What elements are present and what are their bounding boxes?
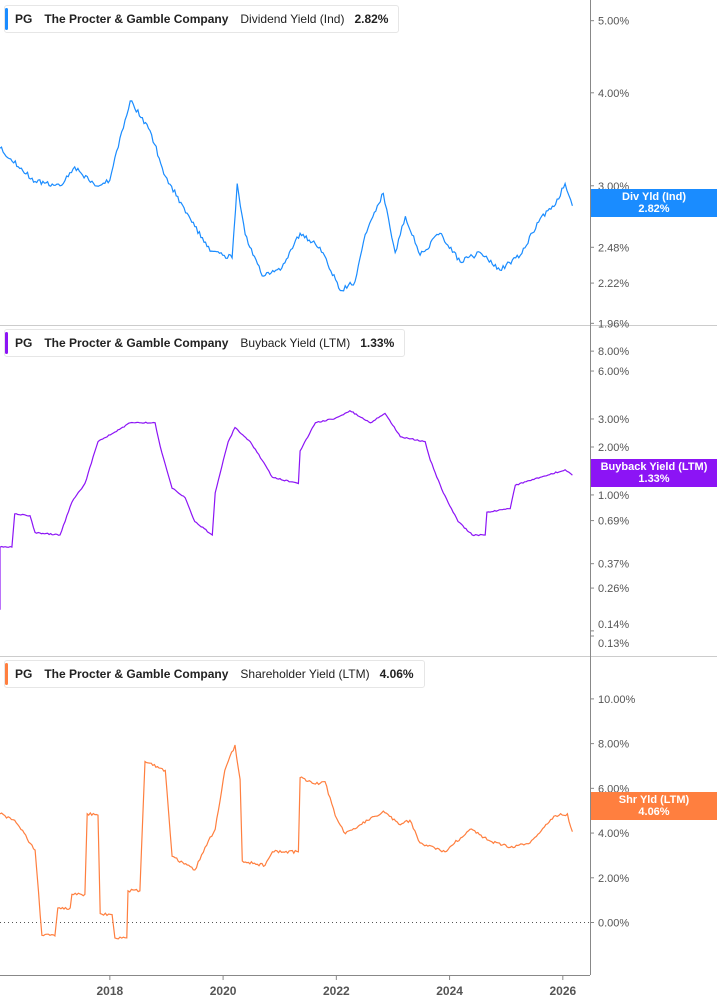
y-tick-label: 2.48% [598,242,629,254]
y-tick-label: 4.00% [598,88,629,100]
legend-metric: Buyback Yield (LTM) [240,336,351,350]
y-tick-label: 0.13% [598,638,629,650]
y-tick-label: 1.96% [598,318,629,330]
legend-company: The Procter & Gamble Company [44,12,229,26]
y-tick-label: 8.00% [598,739,629,751]
series-line-2 [0,744,573,940]
legend-value: 1.33% [360,336,395,350]
y-tick-label: 6.00% [598,366,629,378]
series-color-marker [5,332,8,354]
y-tick-label: 2.22% [598,278,629,290]
legend-buyback-yield: PG The Procter & Gamble Company Buyback … [4,329,406,357]
x-tick-label: 2026 [549,984,576,998]
y-tick-label: 3.00% [598,414,629,426]
legend-ticker: PG [15,336,33,350]
y-tick-label: 0.26% [598,583,629,595]
y-tick-label: 1.00% [598,490,629,502]
current-value-badge-shareholder: Shr Yld (LTM) 4.06% [591,792,717,820]
legend-value: 2.82% [354,12,389,26]
badge-label: Shr Yld (LTM) [618,794,690,806]
y-tick-label: 0.37% [598,559,629,571]
y-tick-label: 5.00% [598,16,629,28]
y-tick-label: 8.00% [598,346,629,358]
series-color-marker [5,663,8,685]
current-value-badge-dividend: Div Yld (Ind) 2.82% [591,189,717,217]
series-line-0 [0,100,573,292]
y-tick-label: 10.00% [598,694,636,706]
legend-ticker: PG [15,667,33,681]
y-tick-label: 0.69% [598,516,629,528]
legend-shareholder-yield: PG The Procter & Gamble Company Sharehol… [4,660,425,688]
y-tick-label: 0.00% [598,918,629,930]
series-color-marker [5,8,8,30]
current-value-badge-buyback: Buyback Yield (LTM) 1.33% [591,459,717,487]
x-tick-label: 2018 [96,984,123,998]
legend-metric: Dividend Yield (Ind) [240,12,345,26]
y-tick-label: 4.00% [598,828,629,840]
badge-value: 1.33% [638,473,670,485]
legend-value: 4.06% [379,667,414,681]
y-tick-label: 2.00% [598,442,629,454]
legend-dividend-yield: PG The Procter & Gamble Company Dividend… [4,5,400,33]
badge-value: 4.06% [638,806,670,818]
legend-ticker: PG [15,12,33,26]
x-tick-label: 2024 [436,984,463,998]
badge-label: Buyback Yield (LTM) [600,461,708,473]
x-tick-label: 2020 [210,984,237,998]
badge-value: 2.82% [638,203,670,215]
x-tick-label: 2022 [323,984,350,998]
y-tick-label: 2.00% [598,873,629,885]
legend-company: The Procter & Gamble Company [44,667,229,681]
series-line-1 [0,409,573,610]
badge-label: Div Yld (Ind) [622,191,686,203]
y-tick-label: 0.14% [598,619,629,631]
legend-metric: Shareholder Yield (LTM) [240,667,370,681]
legend-company: The Procter & Gamble Company [44,336,229,350]
